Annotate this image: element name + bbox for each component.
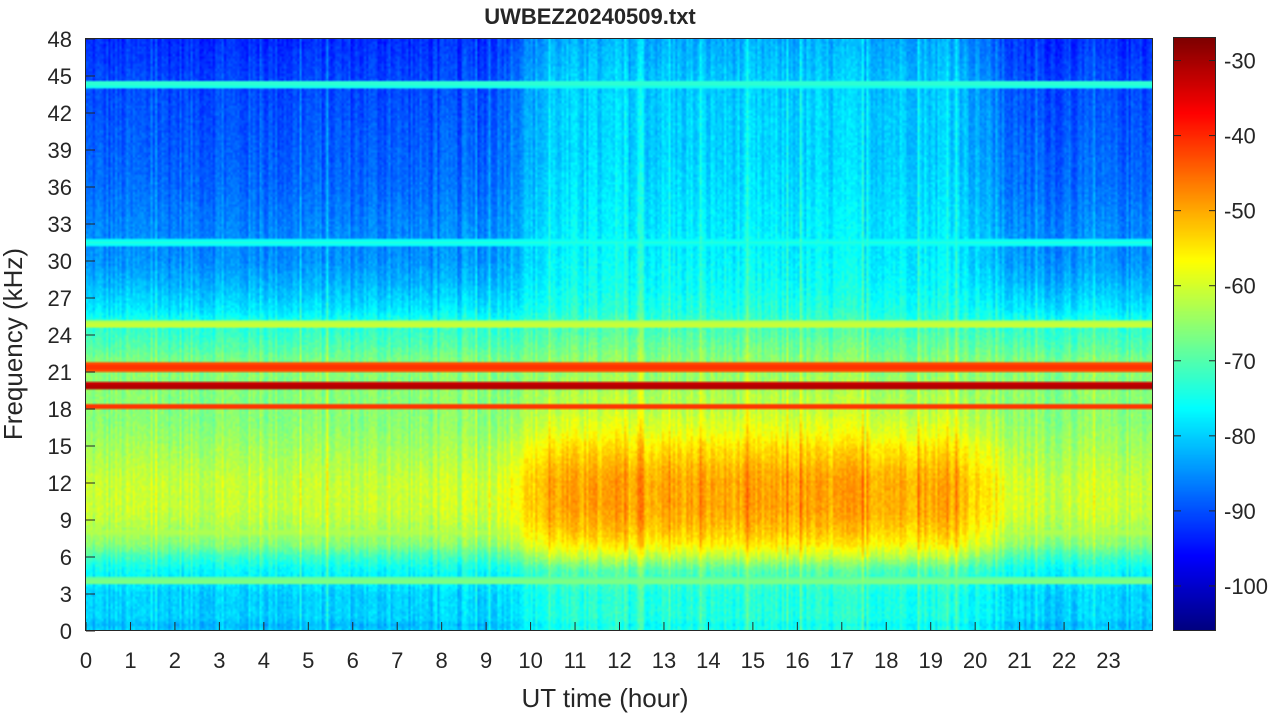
y-tick-label: 39 (48, 138, 72, 163)
colorbar-tick-label: -80 (1224, 424, 1256, 449)
x-tick-label: 0 (80, 648, 92, 673)
colorbar-tick-label: -70 (1224, 349, 1256, 374)
x-axis-label: UT time (hour) (521, 683, 688, 713)
x-tick-label: 11 (564, 648, 587, 673)
y-tick-label: 36 (48, 175, 72, 200)
y-tick-label: 48 (48, 27, 72, 52)
x-tick-label: 21 (1007, 648, 1031, 673)
chart-title: UWBEZ20240509.txt (484, 4, 696, 29)
y-tick-label: 18 (48, 397, 72, 422)
y-axis-label: Frequency (kHz) (0, 248, 28, 440)
x-tick-label: 15 (741, 648, 765, 673)
colorbar-tick-label: -30 (1224, 49, 1256, 74)
colorbar-tick-label: -60 (1224, 274, 1256, 299)
y-tick-label: 12 (48, 471, 72, 496)
y-tick-label: 21 (48, 360, 72, 385)
colorbar-ticks: -30 -40 -50 -60 -70 -80 -90 -100 (1174, 49, 1268, 599)
colorbar-tick-label: -100 (1224, 574, 1268, 599)
y-tick-label: 15 (48, 434, 72, 459)
x-tick-label: 20 (963, 648, 987, 673)
y-tick-label: 9 (60, 508, 72, 533)
x-tick-label: 10 (518, 648, 542, 673)
x-tick-label: 6 (347, 648, 359, 673)
y-tick-label: 45 (48, 64, 72, 89)
x-tick-label: 12 (607, 648, 631, 673)
x-tick-label: 18 (874, 648, 898, 673)
x-tick-label: 2 (169, 648, 181, 673)
colorbar-tick-label: -90 (1224, 499, 1256, 524)
y-tick-label: 0 (60, 619, 72, 644)
x-tick-label: 3 (213, 648, 225, 673)
y-tick-label: 24 (48, 323, 72, 348)
x-tick-label: 16 (785, 648, 809, 673)
colorbar-tick-label: -40 (1224, 124, 1256, 149)
y-tick-label: 42 (48, 101, 72, 126)
y-tick-label: 33 (48, 212, 72, 237)
x-tick-label: 4 (258, 648, 270, 673)
x-tick-label: 17 (830, 648, 854, 673)
x-tick-label: 5 (302, 648, 314, 673)
y-tick-label: 27 (48, 286, 72, 311)
colorbar-image (1174, 38, 1216, 631)
x-tick-label: 13 (652, 648, 676, 673)
spectrogram-image (86, 39, 1153, 631)
colorbar-frame (1173, 37, 1216, 631)
x-tick-label: 19 (918, 648, 942, 673)
x-axis-ticks: 0 1 2 3 4 5 6 7 8 9 10 11 12 13 14 15 16 17 18 19 20 21 22 23 (80, 622, 1121, 673)
x-tick-label: 8 (436, 648, 448, 673)
x-tick-label: 9 (480, 648, 492, 673)
y-tick-label: 3 (60, 582, 72, 607)
x-tick-label: 1 (124, 648, 136, 673)
x-tick-label: 22 (1052, 648, 1076, 673)
x-tick-label: 23 (1096, 648, 1120, 673)
y-tick-label: 6 (60, 545, 72, 570)
colorbar-tick-label: -50 (1224, 199, 1256, 224)
x-tick-label: 7 (391, 648, 403, 673)
x-tick-label: 14 (696, 648, 720, 673)
y-tick-label: 30 (48, 249, 72, 274)
